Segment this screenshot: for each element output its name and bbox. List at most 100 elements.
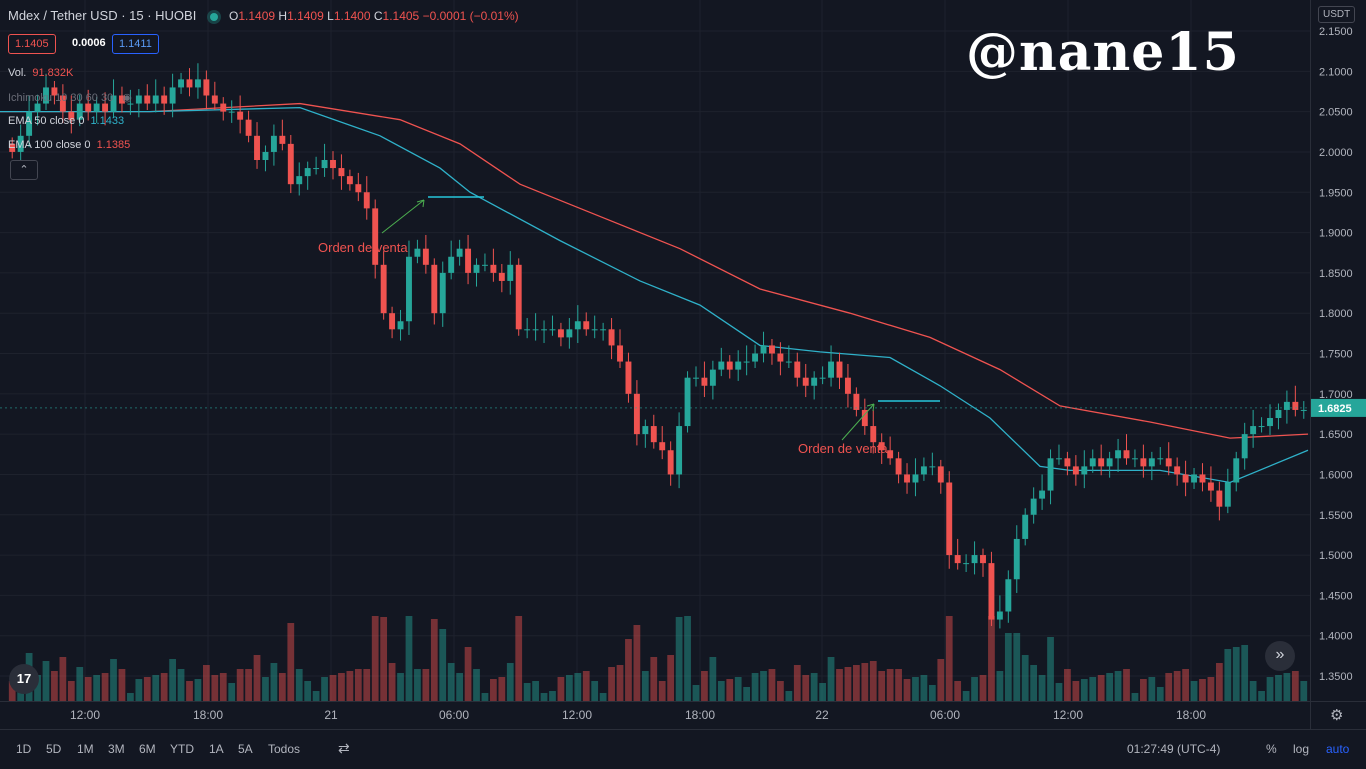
hidden-eye-icon[interactable]: ◉ (122, 92, 132, 104)
candle (752, 344, 759, 369)
volume-bar (675, 617, 683, 701)
volume-bar (93, 675, 101, 701)
candle (785, 345, 792, 369)
candle (794, 352, 801, 387)
candle (718, 347, 725, 377)
volume-bar (211, 675, 219, 701)
volume-bar (371, 616, 379, 701)
ichimoku-indicator[interactable]: Ichimoku 10 30 60 30 ◉ (8, 92, 132, 104)
y-tick-label: 1.7000 (1319, 389, 1353, 401)
range-all[interactable]: Todos (268, 742, 301, 756)
candle (895, 451, 902, 484)
candle (178, 72, 185, 94)
volume-bar (430, 619, 438, 701)
volume-bar (1148, 677, 1156, 701)
candle (490, 248, 497, 282)
range-6m[interactable]: 6M (139, 742, 156, 756)
scroll-to-realtime-icon[interactable]: » (1265, 641, 1295, 671)
candle (1275, 403, 1282, 430)
clock[interactable]: 01:27:49 (UTC-4) (1127, 742, 1221, 756)
volume-bar (1030, 665, 1038, 701)
candle (9, 137, 16, 159)
volume-bar (42, 661, 50, 701)
ema100-indicator[interactable]: EMA 100 close 0 1.1385 (8, 139, 131, 151)
volume-bar (245, 669, 252, 701)
last-price-label: 1.6825 (1318, 403, 1352, 415)
volume-bar (1047, 637, 1054, 701)
volume-bar (565, 675, 573, 701)
buy-price-button[interactable]: 1.1411 (112, 34, 159, 54)
currency-unit[interactable]: USDT (1318, 6, 1356, 23)
y-tick-label: 1.5000 (1319, 550, 1353, 562)
range-ytd[interactable]: YTD (170, 742, 194, 756)
candle (1005, 570, 1012, 623)
candle (119, 86, 125, 113)
symbol-title[interactable]: Mdex / Tether USD · 15 · HUOBI (8, 8, 197, 23)
candle (1013, 525, 1020, 593)
volume-bar (844, 667, 852, 701)
x-tick-label: 18:00 (685, 708, 715, 722)
volume-bar (1190, 681, 1198, 701)
volume-bar (84, 677, 92, 701)
sell-price-button[interactable]: 1.1405 (8, 34, 56, 54)
date-range-icon[interactable]: ⇄ (338, 740, 350, 756)
collapse-legend-chevron-up-icon[interactable]: ⌃ (10, 160, 38, 180)
volume-bar (777, 681, 784, 701)
tradingview-logo-icon[interactable]: 17 (9, 664, 39, 694)
range-1d[interactable]: 1D (16, 742, 32, 756)
candle (422, 234, 429, 274)
candle (169, 73, 176, 118)
candle (971, 541, 978, 575)
candle (659, 426, 666, 460)
volume-bar (616, 665, 624, 701)
volume-bar (143, 677, 151, 701)
volume-bar (785, 691, 793, 701)
candle (515, 258, 522, 336)
volume-bar (591, 681, 599, 701)
candle (363, 176, 370, 220)
candle (980, 548, 986, 577)
candle (676, 412, 683, 489)
volume-bar (354, 669, 362, 701)
gear-icon[interactable]: ⚙ (1330, 707, 1344, 724)
range-1a[interactable]: 1A (209, 742, 224, 756)
volume-bar (1038, 675, 1046, 701)
candle (996, 595, 1003, 629)
volume-bar (701, 671, 708, 701)
candle (346, 169, 353, 191)
auto-toggle[interactable]: auto (1326, 742, 1350, 756)
candle (1072, 455, 1079, 486)
candle (1224, 468, 1231, 514)
volume-bar (928, 685, 936, 701)
volume-bar (1021, 655, 1029, 701)
candle (946, 471, 953, 569)
volume-bar (920, 675, 928, 701)
candle (760, 331, 767, 363)
range-5d[interactable]: 5D (46, 742, 62, 756)
candle (397, 309, 404, 341)
percent-toggle[interactable]: % (1266, 742, 1277, 756)
volume-bar (667, 655, 675, 701)
candle (1267, 404, 1273, 435)
log-toggle[interactable]: log (1293, 742, 1310, 756)
x-tick-label: 18:00 (1176, 708, 1206, 722)
volume-indicator[interactable]: Vol. 91.832K (8, 67, 74, 79)
ema50-indicator[interactable]: EMA 50 close 0 1.1433 (8, 115, 125, 127)
range-1m[interactable]: 1M (77, 742, 94, 756)
annotation-label: Orden de venta (318, 240, 408, 255)
candle (777, 342, 784, 376)
volume-bar (1131, 693, 1139, 701)
candle (1233, 451, 1240, 492)
range-5a[interactable]: 5A (238, 742, 253, 756)
volume-bar (1182, 669, 1189, 701)
volume-bar (506, 663, 514, 701)
price-chart[interactable]: Orden de venta Orden de venta 2.1500 2.100… (0, 0, 1366, 729)
candle (904, 463, 910, 494)
candle (743, 345, 750, 376)
volume-bar (346, 671, 354, 701)
candle (541, 320, 547, 344)
candle (954, 538, 961, 570)
range-3m[interactable]: 3M (108, 742, 125, 756)
candle (313, 156, 320, 175)
volume-bar (717, 681, 725, 701)
